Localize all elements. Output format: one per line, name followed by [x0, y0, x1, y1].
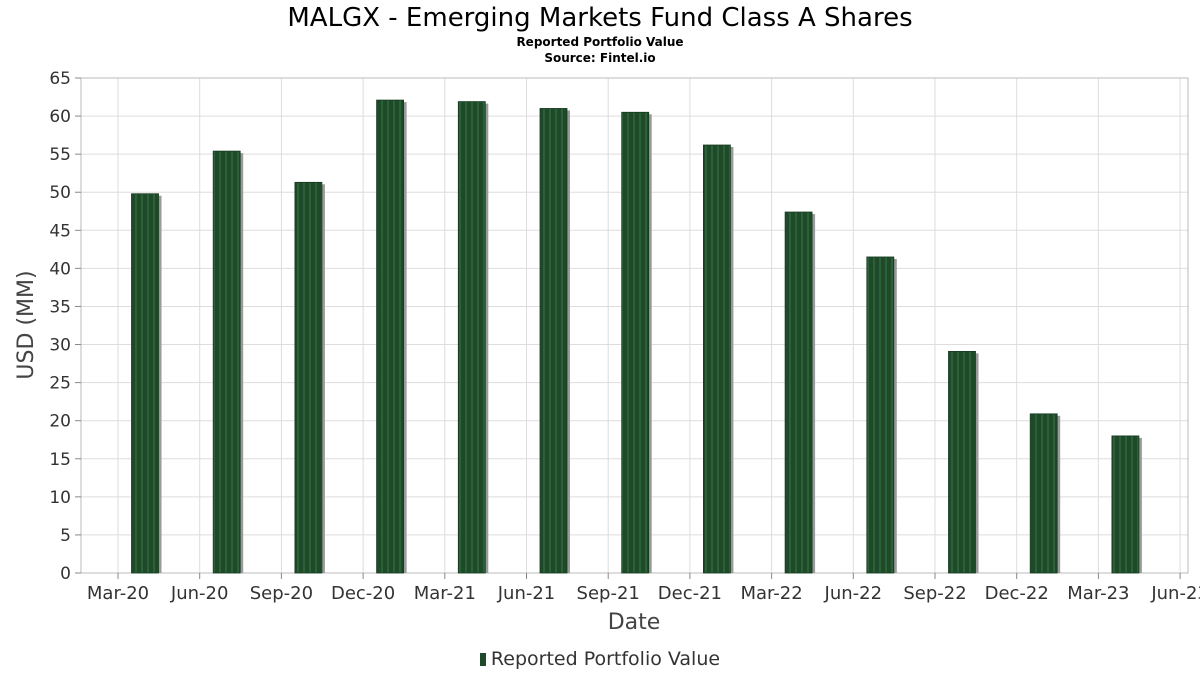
- x-tick-label: Sep-21: [577, 583, 640, 604]
- axes: 0 5 10 15 20 25 30 35 40 45 50 55 60 65 Mar-20 Jun-20 Se…: [49, 69, 1200, 604]
- bar: [703, 144, 731, 574]
- bar: [457, 101, 486, 574]
- x-tick-label: Jun-21: [497, 583, 556, 604]
- y-axis-label: USD (MM): [14, 270, 39, 379]
- x-tick-label: Dec-21: [658, 583, 722, 604]
- bar: [866, 256, 895, 574]
- y-tick-label: 50: [49, 183, 71, 203]
- legend-swatch: [479, 653, 486, 666]
- y-tick-label: 0: [60, 564, 71, 584]
- bars: [131, 99, 1142, 574]
- y-tick-label: 30: [49, 336, 71, 356]
- legend: Reported Portfolio Value: [0, 648, 1200, 670]
- chart-source: Source: Fintel.io: [544, 51, 656, 65]
- x-tick-label: Jun-23: [1150, 583, 1200, 604]
- bar: [948, 350, 976, 574]
- x-tick-label: Mar-20: [87, 583, 149, 604]
- x-tick-label: Dec-22: [985, 583, 1049, 604]
- x-tick-label: Dec-20: [331, 583, 395, 604]
- y-tick-label: 45: [49, 221, 71, 241]
- x-tick-label: Mar-23: [1067, 583, 1129, 604]
- x-tick-label: Mar-21: [414, 583, 476, 604]
- bar: [376, 99, 405, 574]
- chart-subtitle: Reported Portfolio Value: [516, 35, 684, 49]
- y-tick-label: 15: [49, 450, 71, 470]
- y-tick-label: 35: [49, 297, 71, 317]
- bar: [131, 193, 159, 574]
- y-tick-label: 60: [49, 107, 71, 127]
- bar: [784, 211, 813, 574]
- x-tick-label: Mar-22: [740, 583, 802, 604]
- bar: [621, 111, 650, 574]
- x-tick-label: Sep-20: [250, 583, 313, 604]
- x-tick-label: Sep-22: [903, 583, 966, 604]
- y-tick-label: 65: [49, 69, 71, 89]
- y-tick-label: 40: [49, 259, 71, 279]
- y-tick-label: 20: [49, 412, 71, 432]
- bar: [1029, 413, 1058, 574]
- chart-title: MALGX - Emerging Markets Fund Class A Sh…: [287, 3, 913, 33]
- y-tick-label: 55: [49, 145, 71, 165]
- y-tick-label: 25: [49, 374, 71, 394]
- x-tick-label: Jun-20: [170, 583, 229, 604]
- legend-label: Reported Portfolio Value: [490, 648, 721, 670]
- x-axis-label: Date: [608, 610, 661, 635]
- y-tick-label: 10: [49, 488, 71, 508]
- bar: [1111, 435, 1140, 574]
- bar: [539, 108, 568, 574]
- bar: [294, 181, 323, 574]
- x-tick-label: Jun-22: [824, 583, 883, 604]
- y-tick-label: 5: [60, 526, 71, 546]
- bar: [212, 150, 241, 574]
